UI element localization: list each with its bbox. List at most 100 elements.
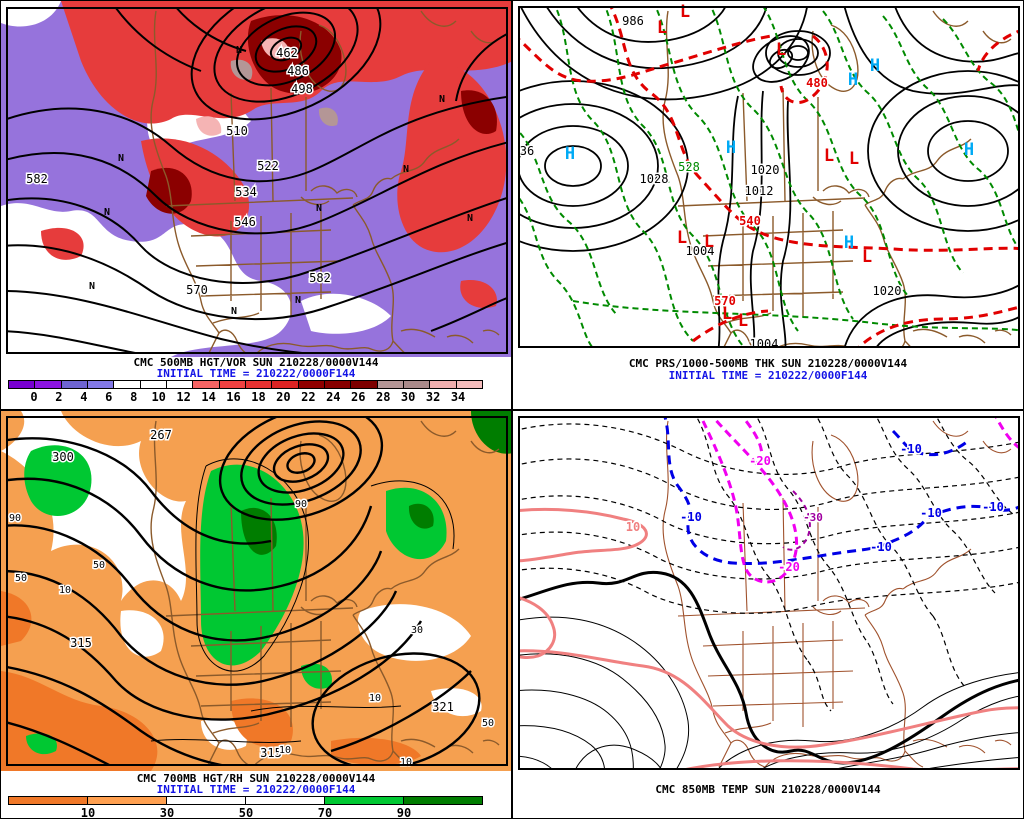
contour-label: 498 <box>291 82 313 96</box>
colorbar-cell <box>87 796 167 805</box>
vorticity-colorbar: 0 2 4 6 8 10 12 14 16 18 20 22 24 26 28 30 32 34 <box>8 380 483 404</box>
colorbar-tick-label: 32 <box>425 390 441 404</box>
height-contours <box>7 417 481 765</box>
colorbar-tick-label: 20 <box>276 390 291 404</box>
rh-contours-thin <box>150 458 455 743</box>
contour-label: 50 <box>15 573 27 584</box>
colorbar-tick-label: 70 <box>317 806 333 819</box>
contour-label: 1020 <box>873 284 902 298</box>
low-marker: L <box>657 18 667 38</box>
colorbar-tick-label: 22 <box>301 390 316 404</box>
contour-label: 570 <box>714 294 736 308</box>
map-labels-mslp: 986 36 1028 1020 1012 1004 1004 1020 528 540 570 48… <box>518 2 974 353</box>
colorbar-cell <box>376 380 404 389</box>
contour-label: -10 <box>900 442 922 456</box>
contour-label: 534 <box>235 185 257 199</box>
colorbar-cell <box>324 796 404 805</box>
colorbar-tick-label: 10 <box>151 390 166 404</box>
colorbar-tick-label: 50 <box>238 806 254 819</box>
map-850mb-temp: 10 -10 -10 -10 -10 -10 -20 -20 -30 <box>513 411 1023 775</box>
high-marker: H <box>565 144 575 164</box>
colorbar-tick-label: 10 <box>80 806 96 819</box>
colorbar-tick-label: 34 <box>450 390 466 404</box>
contour-label: -10 <box>680 510 702 524</box>
contour-label: 36 <box>520 144 534 158</box>
colorbar-cell <box>350 380 378 389</box>
map-mslp-thickness: 986 36 1028 1020 1012 1004 1004 1020 528 540 570 48… <box>513 1 1023 353</box>
colorbar-cell <box>8 796 88 805</box>
colorbar-cell <box>192 380 220 389</box>
colorbar-tick-label: 30 <box>159 806 175 819</box>
contour-label: 570 <box>186 283 208 297</box>
colorbar-tick-label: 16 <box>226 390 241 404</box>
contour-label: 315 <box>70 636 92 650</box>
minus10-lines <box>663 417 1019 565</box>
contour-label: 510 <box>226 124 248 138</box>
panel-700mb-hgt-rh: 267 300 315 315 321 90 50 50 10 90 30 10 10 10 50 CMC … <box>0 410 512 819</box>
plus10-lines <box>519 507 1019 769</box>
contour-label: 10 <box>369 693 381 704</box>
panel-500mb-hgt-vor: 462 486 498 510 522 534 546 570 582 582 N N N N N N N N N N… <box>0 0 512 410</box>
contour-label: 546 <box>234 215 256 229</box>
panel-title: CMC 850MB TEMP SUN 210228/0000V144 <box>655 783 881 796</box>
panel-title: CMC 500MB HGT/VOR SUN 210228/0000V144 <box>133 356 379 369</box>
contour-label: 10 <box>626 520 640 534</box>
colorbar-tick-label: 4 <box>80 390 88 404</box>
contour-label: -10 <box>982 500 1004 514</box>
colorbar-labels: 10 30 50 70 90 <box>9 805 483 818</box>
colorbar-cell <box>8 380 36 389</box>
colorbar-cell <box>60 380 88 389</box>
contour-label: N <box>236 45 242 56</box>
contour-label: N <box>89 281 95 292</box>
contour-label: 321 <box>432 700 454 714</box>
contour-label: 300 <box>52 450 74 464</box>
low-marker: L <box>677 228 687 248</box>
map-border <box>518 6 1020 348</box>
contour-label: 1020 <box>751 163 780 177</box>
panel-850mb-temp: 10 -10 -10 -10 -10 -10 -20 -20 -30 CMC 850MB TEM… <box>512 410 1024 819</box>
colorbar-tick-label: 12 <box>176 390 191 404</box>
panel-initial-time: INITIAL TIME = 210222/0000F144 <box>156 367 356 380</box>
map-border <box>6 7 508 354</box>
contour-label: 10 <box>279 745 291 756</box>
contour-label: N <box>295 295 301 306</box>
colorbar-tick-label: 14 <box>201 390 216 404</box>
panel-mslp-thickness: 986 36 1028 1020 1012 1004 1004 1020 528 540 570 48… <box>512 0 1024 410</box>
high-marker: H <box>964 140 974 160</box>
contour-label: 90 <box>295 499 307 510</box>
contour-label: 582 <box>309 271 331 285</box>
contour-label: 50 <box>93 560 105 571</box>
contour-label: -20 <box>749 454 771 468</box>
contour-label: -20 <box>778 560 800 574</box>
contour-label: 315 <box>260 746 282 760</box>
colorbar-tick-label: 8 <box>130 390 138 404</box>
low-marker: L <box>849 149 859 169</box>
contour-label: 582 <box>26 172 48 186</box>
contour-label: 10 <box>400 757 412 768</box>
contour-label: N <box>403 164 409 175</box>
colorbar-tick-label: 0 <box>30 390 38 404</box>
low-marker: L <box>862 247 872 267</box>
colorbar-tick-label: 30 <box>400 390 416 404</box>
panel-initial-time: INITIAL TIME = 210222/0000F144 <box>668 369 868 382</box>
contour-label: N <box>104 207 110 218</box>
colorbar-cell <box>403 796 483 805</box>
colorbar-cells <box>8 380 483 389</box>
panel-title: CMC 700MB HGT/RH SUN 210228/0000V144 <box>136 772 376 785</box>
contour-label: 986 <box>622 14 644 28</box>
high-marker: H <box>870 56 880 76</box>
colorbar-cell <box>165 380 194 389</box>
colorbar-tick-label: 90 <box>396 806 412 819</box>
temp-contours-above-zero <box>519 616 1019 769</box>
colorbar-cell <box>323 380 352 389</box>
colorbar-cell <box>86 380 115 389</box>
colorbar-tick-label: 2 <box>55 390 63 404</box>
panel-title: CMC PRS/1000-500MB THK SUN 210228/0000V1… <box>628 357 908 370</box>
contour-label: -30 <box>803 511 823 524</box>
contour-label: N <box>231 306 237 317</box>
temp-contours-below-zero <box>519 417 1019 712</box>
colorbar-cell <box>113 380 141 389</box>
